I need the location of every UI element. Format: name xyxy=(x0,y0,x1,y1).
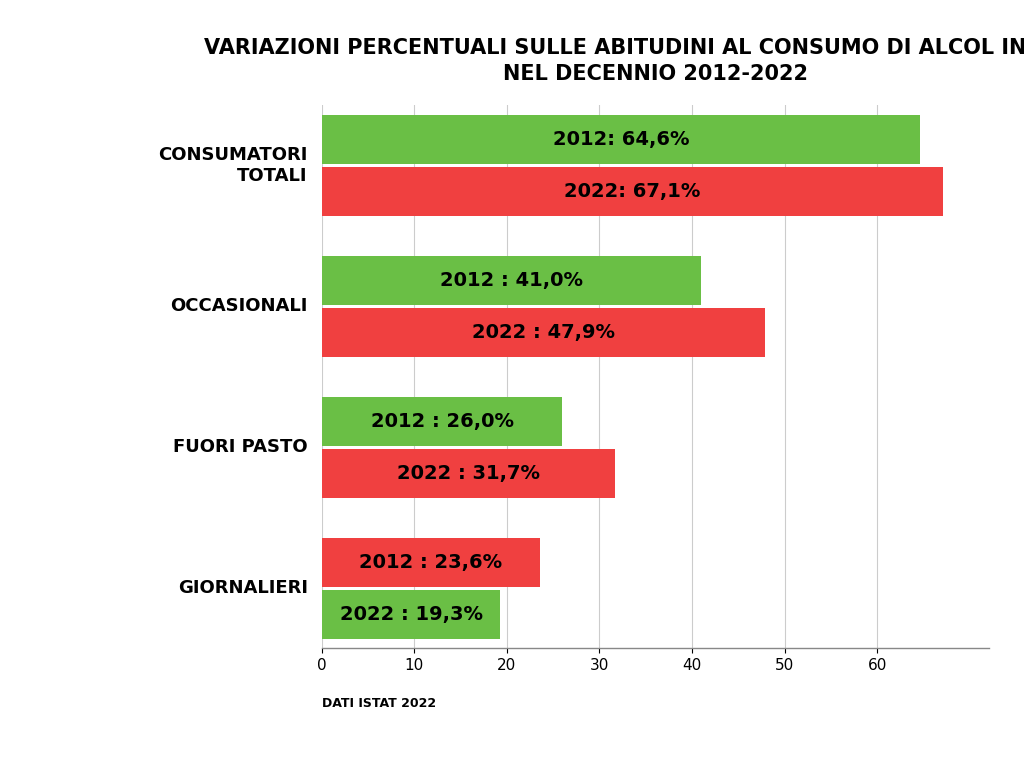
Text: 2012 : 26,0%: 2012 : 26,0% xyxy=(371,412,513,431)
Bar xyxy=(322,590,501,639)
Bar xyxy=(322,538,541,587)
Bar xyxy=(322,397,562,445)
Bar xyxy=(322,115,920,164)
Text: 2022 : 31,7%: 2022 : 31,7% xyxy=(397,464,540,483)
Text: DATI ISTAT 2022: DATI ISTAT 2022 xyxy=(322,697,436,710)
Text: 2012: 64,6%: 2012: 64,6% xyxy=(553,130,689,149)
Text: 2012 : 41,0%: 2012 : 41,0% xyxy=(440,271,583,290)
Bar xyxy=(322,449,615,498)
Bar xyxy=(322,308,765,357)
Bar xyxy=(322,167,943,216)
Text: 2012 : 23,6%: 2012 : 23,6% xyxy=(359,553,503,571)
Text: 2022: 67,1%: 2022: 67,1% xyxy=(564,182,700,201)
Text: 2022 : 19,3%: 2022 : 19,3% xyxy=(340,605,482,624)
Text: 2022 : 47,9%: 2022 : 47,9% xyxy=(472,323,615,342)
Title: VARIAZIONI PERCENTUALI SULLE ABITUDINI AL CONSUMO DI ALCOL IN ITALIA
NEL DECENNI: VARIAZIONI PERCENTUALI SULLE ABITUDINI A… xyxy=(204,38,1024,84)
Bar xyxy=(322,256,701,305)
